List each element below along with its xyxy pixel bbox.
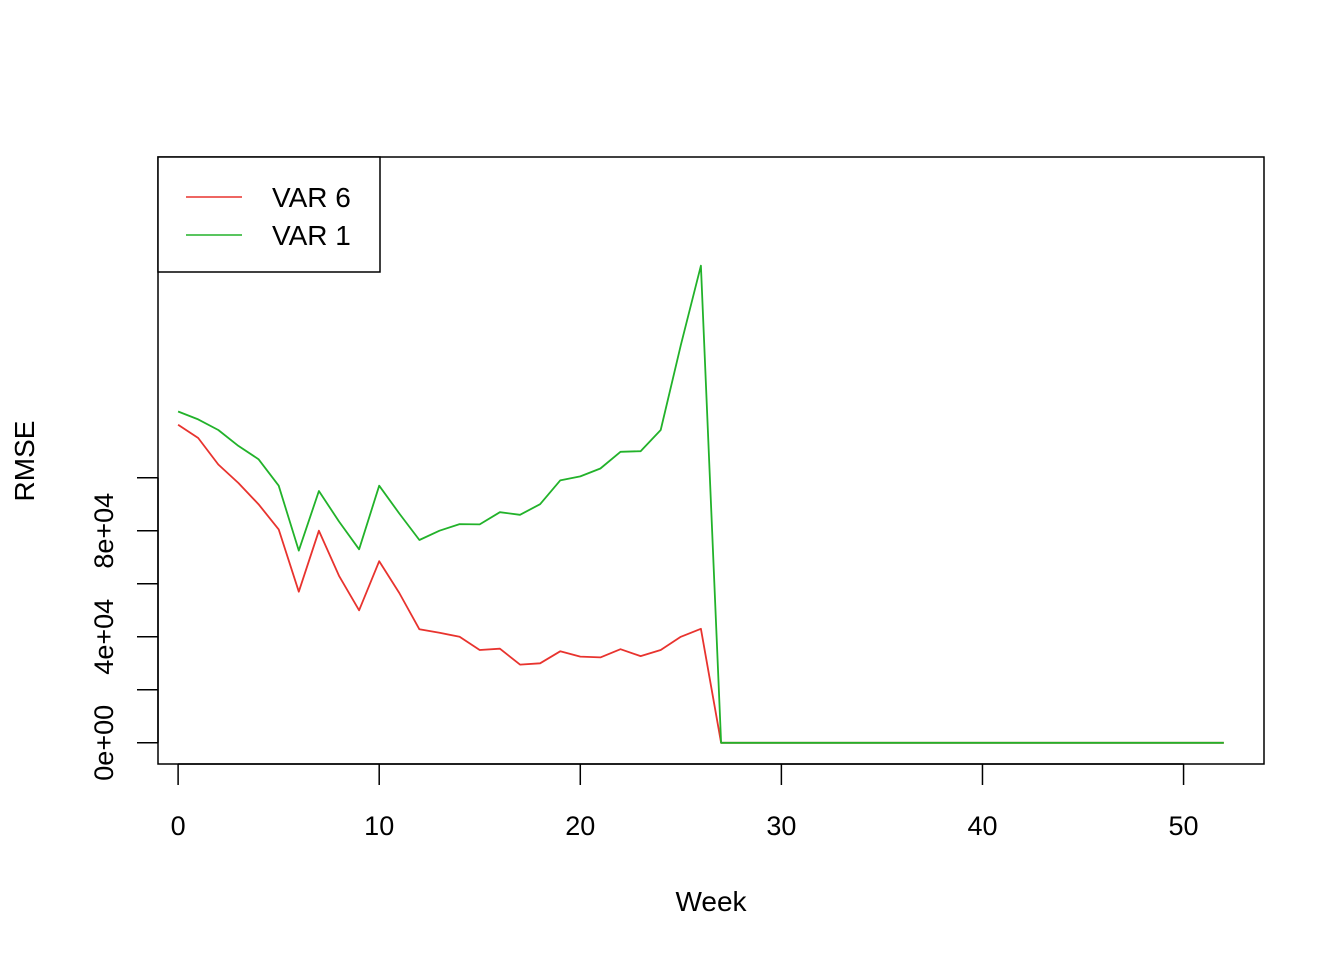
series-line-var1 — [177, 264, 1224, 744]
x-tick-label: 50 — [1169, 811, 1199, 841]
x-axis-title: Week — [675, 886, 747, 917]
series-layer — [177, 264, 1224, 744]
y-tick-label: 4e+04 — [89, 599, 119, 675]
series-line-var6 — [177, 423, 1224, 744]
legend-label-var1: VAR 1 — [272, 220, 351, 251]
legend: VAR 6 VAR 1 — [157, 156, 381, 273]
y-axis: 0e+00 4e+04 8e+04 — [89, 476, 159, 781]
x-tick-label: 0 — [171, 811, 186, 841]
y-axis-title: RMSE — [9, 421, 40, 502]
y-tick-label: 0e+00 — [89, 705, 119, 781]
x-axis: 0 10 20 30 40 50 — [171, 763, 1199, 841]
x-tick-label: 20 — [565, 811, 595, 841]
x-tick-label: 10 — [364, 811, 394, 841]
legend-box — [157, 156, 381, 273]
x-tick-label: 30 — [766, 811, 796, 841]
x-tick-label: 40 — [967, 811, 997, 841]
legend-label-var6: VAR 6 — [272, 182, 351, 213]
y-tick-label: 8e+04 — [89, 493, 119, 569]
